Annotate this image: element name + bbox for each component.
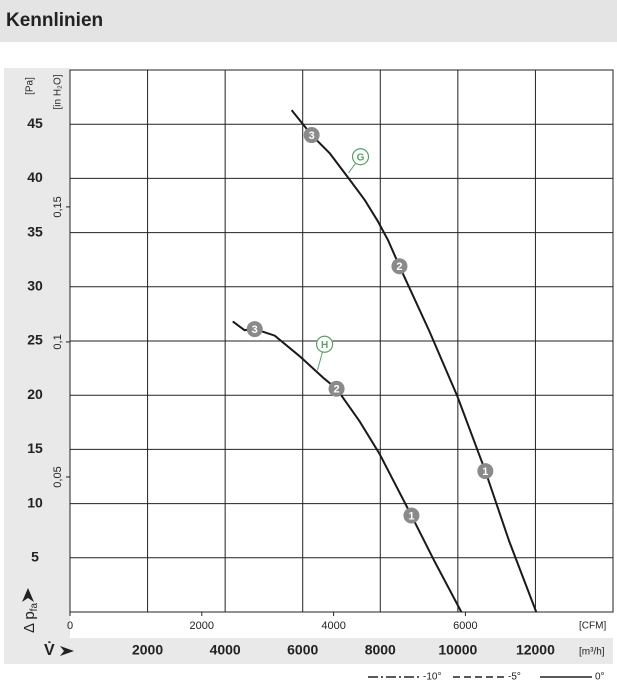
y-tick-label: 25	[27, 332, 43, 348]
x2-tick-label: 2000	[190, 620, 214, 632]
series-name: H	[321, 340, 328, 351]
x-tick-label: 8000	[365, 642, 396, 658]
point-label: 1	[408, 510, 414, 522]
x2-tick-label: 4000	[321, 620, 345, 632]
x-tick-label: 4000	[210, 642, 241, 658]
y-tick-label: 30	[27, 278, 43, 294]
point-label: 2	[334, 384, 340, 396]
y-label-sub: fa	[29, 603, 40, 612]
x-arrow	[60, 646, 74, 656]
y-tick-label: 15	[27, 440, 43, 456]
point-label: 2	[396, 261, 402, 273]
y-label-main: Δ p	[21, 611, 38, 633]
y-tick-label: 10	[27, 494, 43, 510]
point-marker	[391, 258, 408, 275]
y-tick-label: 5	[31, 549, 39, 565]
name-badge	[315, 335, 334, 353]
y-axis-band	[4, 68, 70, 638]
series-name: G	[357, 152, 365, 163]
point-label: 3	[252, 324, 258, 336]
legend-label: -10°	[423, 672, 441, 683]
y2-tick-label: 0,05	[52, 466, 64, 487]
page-title: Kennlinien	[6, 10, 103, 31]
x-unit: [m³/h]	[579, 647, 605, 658]
y-label: Δ pfa	[21, 603, 40, 633]
x2-tick-label: 0	[67, 620, 73, 632]
y-arrow	[22, 588, 34, 602]
y-unit: [Pa]	[25, 77, 36, 95]
x-label: V̇	[44, 641, 55, 659]
point-marker	[303, 127, 320, 144]
point-marker	[246, 321, 263, 338]
x-tick-label: 10000	[438, 642, 477, 658]
point-label: 3	[309, 130, 315, 142]
x-axis-band	[4, 638, 613, 664]
y2-tick-label: 0,15	[52, 196, 64, 217]
x-tick-label: 6000	[287, 642, 318, 658]
y-tick-label: 20	[27, 386, 43, 402]
x-tick-label: 2000	[132, 642, 163, 658]
legend-label: -5°	[508, 672, 521, 683]
point-marker	[477, 463, 494, 480]
point-label: 1	[482, 466, 488, 478]
y-tick-label: 45	[27, 115, 43, 131]
y2-unit: [in H₂O]	[53, 74, 64, 109]
x2-tick-label: 6000	[453, 620, 477, 632]
x-tick-label: 12000	[516, 642, 555, 658]
name-badge	[351, 148, 370, 166]
y2-tick-label: 0,1	[52, 334, 64, 349]
y-tick-label: 40	[27, 169, 43, 185]
header-band	[0, 0, 617, 42]
legend-label: 0°	[595, 672, 605, 683]
y-tick-label: 35	[27, 223, 43, 239]
x2-unit: [CFM]	[579, 621, 606, 632]
point-marker	[328, 380, 345, 397]
point-marker	[403, 507, 420, 524]
